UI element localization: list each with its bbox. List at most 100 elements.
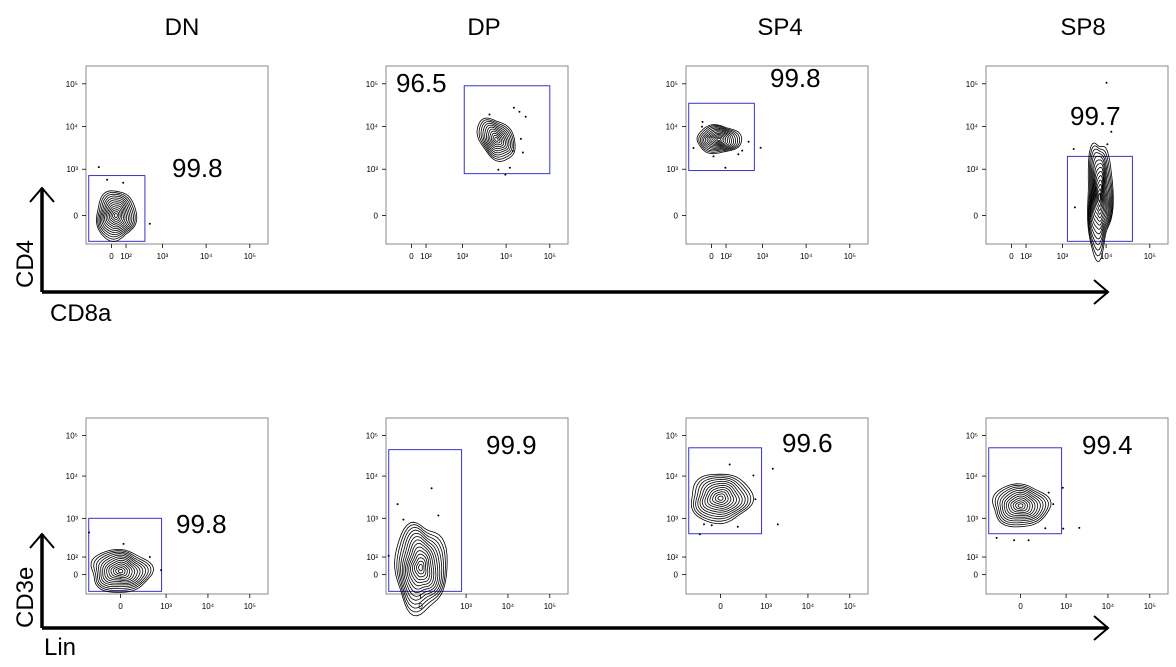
contour-line (482, 122, 512, 156)
contour-line (701, 482, 740, 513)
y-tick-label: 10⁵ (666, 80, 678, 89)
contour-line (108, 207, 123, 224)
contour-line (400, 529, 443, 605)
gate-percentage: 99.8 (770, 63, 821, 93)
x-tick-label: 10³ (157, 252, 169, 261)
x-tick-label: 10⁵ (544, 602, 556, 611)
contour-line (418, 563, 423, 572)
contour-line (710, 134, 727, 145)
column-label-dp: DP (467, 14, 501, 41)
contour-line (695, 477, 749, 520)
x-tick-label: 10³ (1060, 602, 1072, 611)
event-dot (1044, 527, 1047, 530)
event-dot (701, 125, 703, 128)
column-label-sp8: SP8 (1060, 14, 1106, 41)
contour-line (115, 567, 126, 575)
contour-line (398, 526, 445, 609)
contour-line (490, 132, 503, 146)
event-dot (728, 463, 731, 466)
x-tick-label: 10² (1020, 252, 1032, 261)
contour-line (476, 117, 516, 162)
event-dot (508, 166, 511, 169)
event-dot (1062, 527, 1065, 530)
plot-panel-dn-cd3e-lin: 0 10³ 10⁴ 10⁵ 0 10² 10³ 10⁴ 10⁵ 99.8 (66, 417, 269, 611)
event-dot (737, 153, 740, 156)
event-dot (88, 531, 91, 534)
contour-line (1087, 145, 1113, 257)
contour-line (93, 550, 152, 591)
event-dot (701, 120, 704, 123)
contour-line (1094, 179, 1104, 215)
gate-percentage: 99.9 (486, 430, 537, 460)
contour-line (112, 565, 128, 577)
y-tick-label: 10³ (66, 165, 78, 174)
gate-rectangle (463, 85, 551, 175)
y-axis-arrowhead (29, 186, 55, 203)
contour-line (1003, 491, 1039, 518)
contour-line (104, 201, 128, 230)
y-axis-arrowhead (29, 532, 55, 549)
y-tick-label: 10² (366, 553, 378, 562)
contour-line (105, 203, 126, 228)
x-tick-label: 10⁵ (244, 252, 256, 261)
event-dot (1013, 539, 1016, 542)
x-tick-label: 10² (720, 252, 732, 261)
contour-line (692, 475, 752, 522)
x-tick-label: 10⁴ (1102, 602, 1115, 611)
event-dot (1047, 491, 1050, 494)
contour-line (1012, 499, 1028, 512)
event-dot (703, 523, 705, 526)
event-dot (122, 181, 125, 184)
x-tick-label: 10³ (160, 602, 172, 611)
big-axes-layer (29, 186, 1110, 641)
event-dot (106, 178, 109, 181)
y-tick-label: 0 (974, 212, 979, 221)
gate-percentage: 99.4 (1082, 430, 1133, 460)
y-tick-label: 0 (974, 571, 979, 580)
contour-line (98, 553, 147, 588)
event-dot (741, 149, 744, 152)
y-tick-label: 10⁵ (966, 80, 978, 89)
event-dot (148, 556, 151, 558)
y-tick-label: 0 (374, 212, 379, 221)
y-tick-label: 10² (966, 553, 978, 562)
event-dot (504, 173, 507, 176)
y-tick-label: 10³ (666, 514, 678, 523)
contour-line (494, 137, 499, 142)
x-tick-label: 10⁴ (1100, 252, 1113, 261)
contour-line (706, 131, 731, 147)
contour-line (102, 199, 129, 231)
event-dot (518, 110, 521, 113)
contour-line (117, 569, 124, 574)
contour-line (406, 542, 435, 590)
contour-line (107, 205, 124, 226)
contour-line (698, 125, 740, 153)
contour-line (714, 136, 723, 143)
contour-line (1006, 493, 1036, 517)
contour-line (704, 484, 737, 511)
x-tick-label: 0 (709, 252, 714, 261)
contour-line (484, 124, 510, 154)
y-tick-label: 10⁴ (366, 472, 379, 481)
contour-line (703, 128, 735, 149)
event-dot (754, 498, 757, 501)
gate-rectangle (688, 102, 755, 172)
contour-line (408, 546, 433, 587)
x-tick-label: 10⁴ (802, 602, 815, 611)
x-tick-label: 10³ (760, 602, 772, 611)
y-tick-label: 10² (66, 553, 78, 562)
contour-line (697, 478, 746, 517)
gate-rectangle (388, 449, 463, 592)
contour-line (412, 553, 429, 581)
x-tick-label: 10³ (1057, 252, 1069, 261)
contour-line (97, 192, 136, 240)
y-tick-label: 10³ (66, 514, 78, 523)
x-tick-label: 0 (1009, 252, 1014, 261)
contour-line (712, 135, 725, 144)
contour-line (108, 561, 133, 580)
contour-line (690, 473, 754, 525)
contour-line (487, 128, 506, 150)
plot-panel-sp4-cd3e-lin: 0 10³ 10⁴ 10⁵ 0 10² 10³ 10⁴ 10⁵ 99.6 (666, 417, 869, 611)
y-tick-label: 10⁴ (66, 472, 79, 481)
